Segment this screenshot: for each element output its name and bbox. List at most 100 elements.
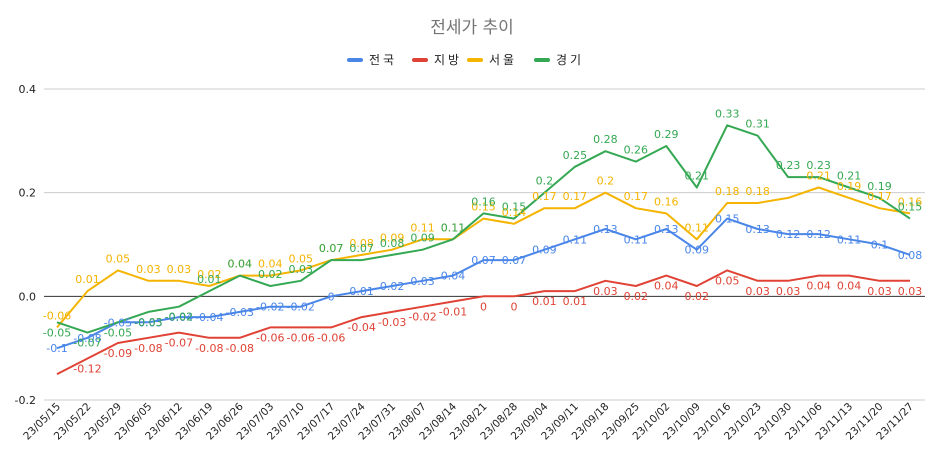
- data-label: 0.17: [867, 190, 892, 203]
- data-label: -0.01: [439, 306, 467, 319]
- legend[interactable]: 전국 지방 서울 경기: [347, 53, 584, 67]
- data-label: 0.02: [624, 290, 649, 303]
- data-label: 0.26: [624, 144, 649, 157]
- data-label: -0.06: [43, 309, 71, 322]
- data-label: 0.21: [806, 169, 831, 182]
- data-label: 0.09: [380, 232, 405, 245]
- data-label: 0.29: [654, 128, 679, 141]
- data-label: 0.05: [288, 252, 313, 265]
- data-label: 0.18: [715, 185, 740, 198]
- data-label: 0.03: [410, 275, 435, 288]
- data-label: 0.03: [745, 285, 770, 298]
- data-label: 0.03: [288, 263, 313, 276]
- data-label: 0.16: [654, 195, 679, 208]
- legend-item[interactable]: 경기: [534, 53, 584, 67]
- data-label: 0.15: [898, 201, 923, 214]
- data-label: 0.16: [898, 195, 923, 208]
- y-tick-label: 0.0: [19, 290, 37, 303]
- data-label: -0.06: [317, 331, 345, 344]
- data-label: 0.17: [532, 190, 557, 203]
- data-label: 0.04: [806, 280, 831, 293]
- data-label: 0.09: [685, 244, 710, 257]
- data-label: 0.01: [532, 295, 557, 308]
- data-label: -0.02: [256, 301, 284, 314]
- y-axis: 0.4 0.2 0.0 -0.2: [15, 83, 36, 407]
- series-line-경기[interactable]: [56, 124, 911, 334]
- data-label: -0.08: [134, 342, 162, 355]
- data-label: 0.04: [837, 280, 862, 293]
- legend-item[interactable]: 지방: [412, 53, 462, 67]
- data-label: 0.11: [624, 233, 649, 246]
- data-labels: -0.1-0.08-0.05 -0.05 -0.04 -0.04 -0.03 -0.02-…: [43, 107, 922, 375]
- data-label: 0.16: [471, 195, 496, 208]
- data-label: 0.05: [106, 252, 131, 265]
- data-label: 0.13: [654, 223, 679, 236]
- data-label: 0.13: [593, 223, 618, 236]
- data-label: -0.07: [165, 337, 193, 350]
- chart-title: 전세가 추이: [430, 18, 514, 38]
- data-label: 0.07: [349, 242, 374, 255]
- x-axis: 23/05/1523/05/2223/05/2923/06/0523/06/12…: [21, 400, 916, 442]
- data-label: -0.02: [165, 311, 193, 324]
- data-label: -0.06: [256, 331, 284, 344]
- data-label: 0.2: [536, 175, 554, 188]
- data-label: 0.05: [715, 274, 740, 287]
- data-label: 0.07: [502, 254, 527, 267]
- data-label: 0.04: [441, 270, 466, 283]
- data-label: 0.02: [685, 290, 710, 303]
- data-label: 0.08: [380, 237, 405, 250]
- data-label: 0.04: [228, 258, 253, 271]
- legend-item[interactable]: 서울: [467, 53, 517, 67]
- data-label: 0: [480, 300, 487, 313]
- data-label: 0.15: [715, 213, 740, 226]
- data-label: 0.08: [349, 237, 374, 250]
- series-line-서울[interactable]: [56, 186, 911, 329]
- legend-label: 전국: [369, 53, 397, 67]
- data-label: -0.03: [378, 316, 406, 329]
- data-label: 0.07: [319, 242, 344, 255]
- data-label: 0.11: [410, 221, 435, 234]
- legend-label: 경기: [556, 53, 584, 67]
- series-line-지방[interactable]: [56, 269, 910, 375]
- legend-item[interactable]: 전국: [347, 53, 397, 67]
- data-label: 0.21: [837, 169, 862, 182]
- data-label: 0.09: [410, 232, 435, 245]
- data-label: 0.03: [593, 285, 618, 298]
- data-label: 0.25: [563, 149, 588, 162]
- y-tick-label: 0.2: [19, 187, 37, 200]
- data-label: 0.15: [502, 201, 527, 214]
- data-label: 0.17: [563, 190, 588, 203]
- series-lines[interactable]: [56, 124, 911, 375]
- data-label: 0.18: [745, 185, 770, 198]
- data-label: -0.04: [195, 311, 223, 324]
- data-label: 0.13: [745, 223, 770, 236]
- data-label: 0.02: [197, 268, 222, 281]
- data-label: 0.04: [654, 280, 679, 293]
- data-label: -0.07: [73, 337, 101, 350]
- legend-label: 서울: [489, 53, 517, 67]
- legend-label: 지방: [434, 53, 462, 67]
- data-label: 0.07: [319, 242, 344, 255]
- data-label: 0: [510, 300, 517, 313]
- data-label: 0.11: [441, 221, 466, 234]
- series-line-전국[interactable]: [56, 217, 911, 350]
- data-label: -0.12: [73, 363, 101, 376]
- data-label: 0.21: [685, 169, 710, 182]
- data-label: 0.03: [898, 285, 923, 298]
- data-label: 0.19: [867, 180, 892, 193]
- data-label: -0.02: [408, 311, 436, 324]
- data-label: -0.05: [104, 316, 132, 329]
- data-label: 0.28: [593, 133, 618, 146]
- data-label: 0.03: [776, 285, 801, 298]
- data-label: 0.01: [197, 273, 222, 286]
- data-label: 0.07: [471, 254, 496, 267]
- data-label: -0.08: [73, 332, 101, 345]
- data-label: -0.03: [226, 306, 254, 319]
- data-label: 0.14: [502, 206, 527, 219]
- data-label: 0.08: [898, 249, 923, 262]
- data-label: -0.09: [104, 347, 132, 360]
- data-label: 0.12: [776, 228, 801, 241]
- data-label: 0.09: [532, 244, 557, 257]
